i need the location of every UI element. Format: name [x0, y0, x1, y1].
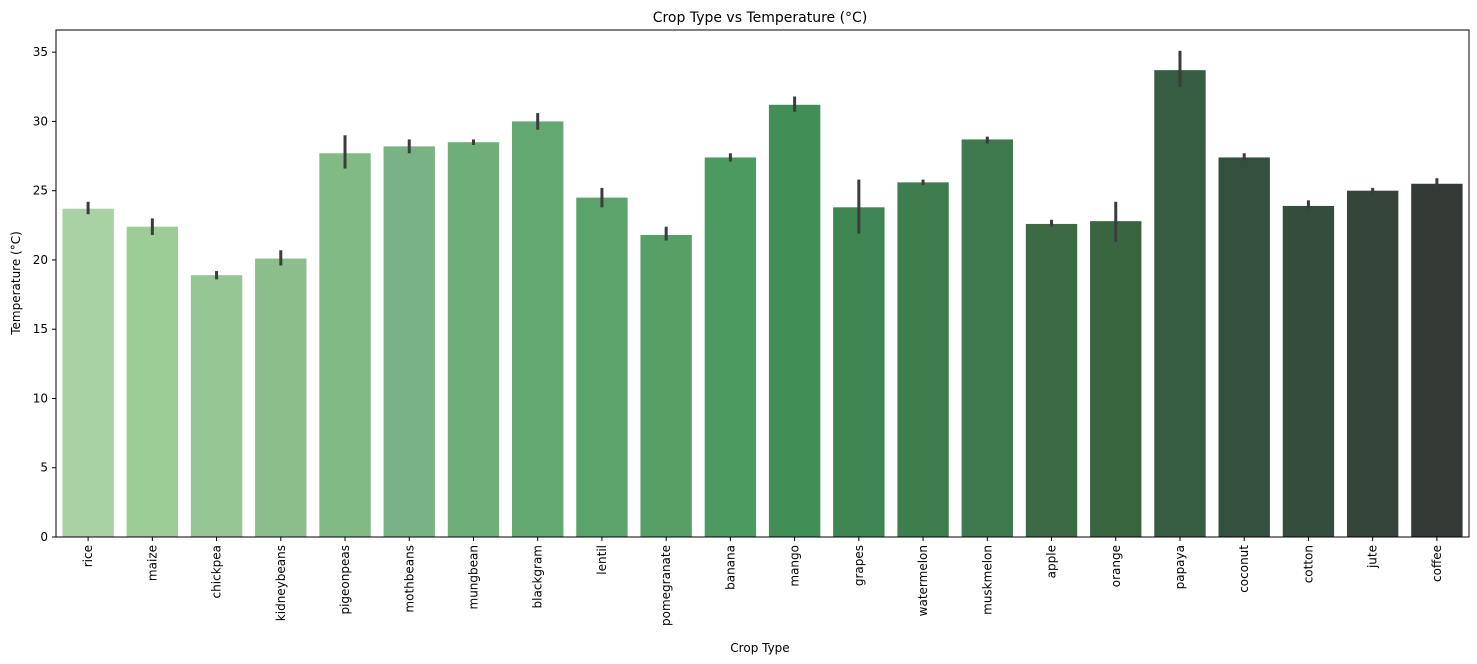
x-tick-label-watermelon: watermelon [916, 545, 930, 616]
x-tick-label-coconut: coconut [1237, 545, 1251, 593]
bar-banana [704, 157, 757, 537]
x-tick-label-papaya: papaya [1173, 545, 1187, 589]
y-tick-label: 20 [33, 253, 48, 267]
bar-muskmelon [961, 139, 1013, 537]
x-tick-label-banana: banana [723, 545, 737, 590]
y-tick-label: 35 [33, 45, 48, 59]
x-tick-label-pigeonpeas: pigeonpeas [338, 545, 352, 615]
chart-title: Crop Type vs Temperature (°C) [653, 10, 868, 26]
bar-papaya [1154, 70, 1206, 538]
y-tick-label: 10 [33, 391, 48, 405]
x-tick-label-apple: apple [1045, 545, 1059, 578]
y-tick-label: 15 [33, 322, 48, 336]
x-tick-label-maize: maize [145, 545, 159, 581]
bar-pigeonpeas [319, 153, 371, 538]
x-tick-label-coffee: coffee [1430, 545, 1444, 582]
y-tick-label: 30 [33, 114, 48, 128]
bar-pomegranate [640, 235, 692, 537]
bar-rice [62, 208, 114, 537]
x-tick-label-chickpea: chickpea [210, 545, 224, 598]
x-tick-label-mango: mango [788, 545, 802, 587]
x-tick-label-mothbeans: mothbeans [402, 545, 416, 613]
bar-orange [1090, 221, 1142, 537]
x-axis: rice maize chickpea kidneybeans pigeonpeas mo… [81, 537, 1444, 626]
bar-mothbeans [383, 146, 435, 537]
y-tick-label: 25 [33, 184, 48, 198]
x-tick-label-blackgram: blackgram [531, 545, 545, 608]
x-tick-label-rice: rice [81, 545, 95, 567]
y-tick-label: 5 [40, 461, 48, 475]
x-tick-label-lentil: lentil [595, 545, 609, 575]
bar-watermelon [897, 182, 949, 537]
bar-kidneybeans [255, 258, 307, 537]
bar-cotton [1282, 205, 1335, 538]
bar-jute [1346, 190, 1399, 537]
x-tick-label-mungbean: mungbean [466, 545, 480, 609]
bar-grapes [833, 207, 885, 538]
bar-coconut [1218, 157, 1270, 537]
x-axis-title: Crop Type [730, 641, 789, 655]
bars-group [62, 70, 1463, 538]
bar-chickpea [190, 275, 243, 537]
y-axis-title: Temperature (°C) [9, 231, 23, 336]
x-tick-label-cotton: cotton [1301, 545, 1315, 583]
x-tick-label-kidneybeans: kidneybeans [274, 545, 288, 621]
plot-frame [55, 29, 1470, 538]
errorbars-group [86, 50, 1439, 280]
x-tick-label-jute: jute [1366, 545, 1380, 569]
x-tick-label-orange: orange [1109, 545, 1123, 587]
bar-coffee [1411, 183, 1463, 537]
bar-blackgram [512, 121, 564, 537]
bar-apple [1025, 223, 1078, 537]
x-tick-label-muskmelon: muskmelon [980, 545, 994, 615]
bar-maize [126, 226, 179, 537]
y-tick-label: 0 [40, 530, 48, 544]
x-tick-label-grapes: grapes [852, 545, 866, 586]
bar-lentil [576, 197, 628, 538]
y-axis: 0 5 10 15 20 25 30 35 [33, 45, 56, 544]
bar-mungbean [447, 142, 500, 537]
bar-mango [768, 104, 821, 537]
x-tick-label-pomegranate: pomegranate [659, 545, 673, 626]
